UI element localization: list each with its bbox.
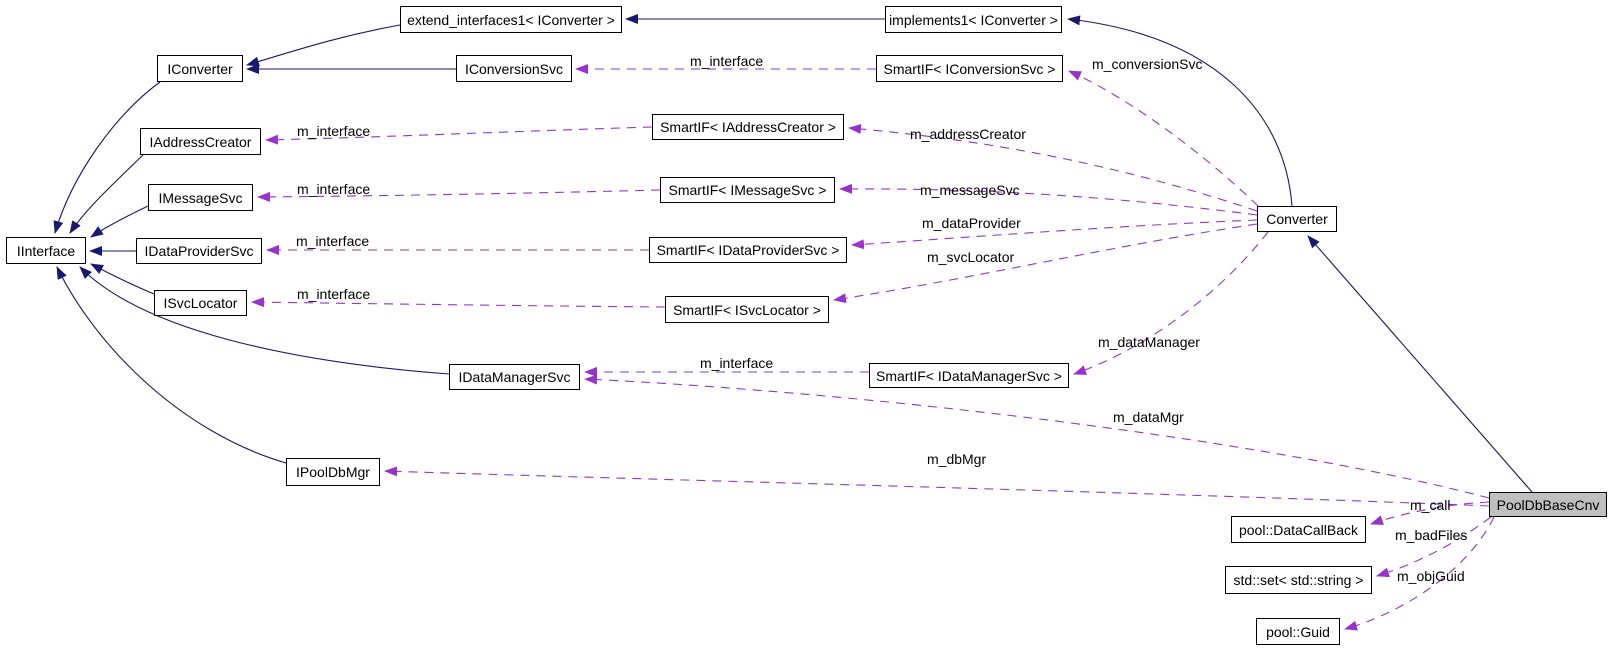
edge-label-m-interface-datamanager: m_interface: [700, 355, 774, 371]
edge-converter-m-messagesvc: [839, 183, 1258, 216]
edge-ipooldbmgr-to-iinterface: [56, 266, 287, 464]
edge-label-m-datamgr: m_dataMgr: [1113, 409, 1184, 425]
edge-extend-interfaces1-to-iconverter: [246, 24, 401, 67]
edge-converter-m-dataprovider: [851, 219, 1258, 250]
node-iaddresscreator[interactable]: IAddressCreator: [140, 128, 261, 155]
edge-imessagesvc-to-iinterface: [90, 205, 149, 238]
node-pooldbbasecnv[interactable]: PoolDbBaseCnv: [1489, 492, 1607, 517]
edge-label-m-interface-addresscreator: m_interface: [297, 123, 371, 139]
edge-converter-m-datamanager: [1073, 231, 1269, 375]
edge-label-m-interface-messagesvc: m_interface: [297, 181, 371, 197]
edge-pooldbbasecnv-to-converter: [1307, 235, 1533, 493]
edge-pooldbbasecnv-m-call: [1370, 501, 1490, 525]
edge-converter-m-addresscreator: [848, 124, 1258, 212]
node-converter[interactable]: Converter: [1257, 206, 1337, 232]
node-implements1-iconverter[interactable]: implements1< IConverter >: [885, 6, 1062, 33]
edge-smartif-imessagesvc-to-imessagesvc: [257, 189, 661, 202]
node-idatamanagersvc[interactable]: IDataManagerSvc: [449, 364, 580, 390]
node-iinterface[interactable]: IInterface: [6, 237, 86, 264]
edge-label-m-interface-conversionsvc: m_interface: [690, 53, 764, 69]
edge-idatamanagersvc-to-iinterface: [79, 266, 450, 375]
node-iconverter[interactable]: IConverter: [157, 55, 243, 82]
edge-label-m-interface-dataprovider: m_interface: [296, 233, 370, 249]
edge-converter-to-implements1: [1067, 15, 1293, 207]
edge-label-m-badfiles: m_badFiles: [1395, 527, 1468, 543]
node-pool-datacallback[interactable]: pool::DataCallBack: [1231, 516, 1366, 543]
edge-label-m-addresscreator: m_addressCreator: [910, 126, 1026, 142]
node-imessagesvc[interactable]: IMessageSvc: [148, 184, 253, 211]
edge-label-m-dataprovider: m_dataProvider: [922, 215, 1021, 231]
usage-edges: [251, 64, 1495, 631]
node-smartif-iaddresscreator[interactable]: SmartIF< IAddressCreator >: [652, 114, 844, 140]
edge-converter-m-svclocator: [833, 223, 1258, 304]
edge-pooldbbasecnv-m-dbmgr: [384, 466, 1490, 507]
edge-label-m-datamanager: m_dataManager: [1098, 334, 1200, 350]
node-extend-interfaces1-iconverter[interactable]: extend_interfaces1< IConverter >: [400, 6, 622, 33]
node-smartif-imessagesvc[interactable]: SmartIF< IMessageSvc >: [660, 177, 835, 203]
node-smartif-iconversionsvc[interactable]: SmartIF< IConversionSvc >: [876, 55, 1063, 82]
edge-label-m-dbmgr: m_dbMgr: [927, 451, 987, 467]
node-idataprovidersvc[interactable]: IDataProviderSvc: [136, 238, 262, 264]
edge-label-m-objguid: m_objGuid: [1397, 568, 1465, 584]
edge-pooldbbasecnv-m-datamgr: [584, 374, 1490, 499]
node-std-set-std-string[interactable]: std::set< std::string >: [1225, 566, 1372, 594]
edge-iaddresscreator-to-iinterface: [69, 154, 144, 234]
edge-smartif-isvclocator-to-isvclocator: [251, 297, 666, 308]
node-smartif-isvclocator[interactable]: SmartIF< ISvcLocator >: [665, 296, 829, 323]
node-iconversionsvc[interactable]: IConversionSvc: [456, 55, 572, 82]
edge-label-m-messagesvc: m_messageSvc: [920, 182, 1020, 198]
node-smartif-idatamanagersvc[interactable]: SmartIF< IDataManagerSvc >: [869, 363, 1069, 388]
inheritance-edges: [53, 14, 1533, 493]
edge-converter-m-conversionsvc: [1068, 70, 1259, 207]
node-pool-guid[interactable]: pool::Guid: [1256, 618, 1340, 645]
node-ipooldbmgr[interactable]: IPoolDbMgr: [286, 458, 380, 486]
edge-smartif-iaddresscreator-to-iaddresscreator: [265, 126, 653, 145]
edge-label-m-conversionsvc: m_conversionSvc: [1092, 56, 1203, 72]
edge-pooldbbasecnv-m-badfiles: [1376, 516, 1492, 578]
edge-label-m-interface-svclocator: m_interface: [297, 286, 371, 302]
edge-label-m-call: m_call: [1410, 497, 1451, 513]
edge-isvclocator-to-iinterface: [90, 263, 155, 295]
edge-pooldbbasecnv-m-objguid: [1344, 516, 1495, 631]
edge-label-m-svclocator: m_svcLocator: [927, 249, 1015, 265]
node-smartif-idataprovidersvc[interactable]: SmartIF< IDataProviderSvc >: [649, 237, 847, 263]
edge-iconverter-to-iinterface: [53, 81, 161, 234]
node-isvclocator[interactable]: ISvcLocator: [154, 290, 247, 316]
